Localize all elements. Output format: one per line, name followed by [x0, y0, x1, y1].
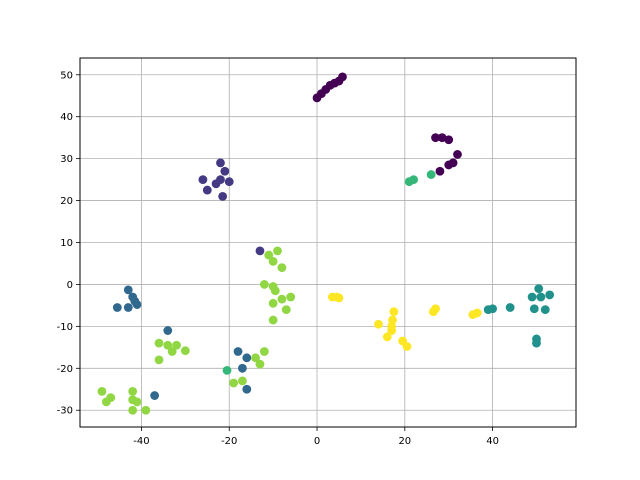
- data-point: [255, 246, 265, 256]
- data-point: [154, 338, 164, 348]
- data-point: [106, 393, 116, 403]
- data-point: [431, 304, 440, 314]
- data-point: [238, 376, 247, 386]
- data-point: [218, 191, 228, 201]
- data-point: [163, 326, 173, 335]
- data-point: [132, 300, 142, 309]
- data-point: [273, 246, 282, 256]
- y-tick-label: -20: [57, 364, 73, 375]
- data-point: [277, 294, 287, 304]
- data-point: [488, 304, 498, 314]
- data-point: [167, 347, 177, 356]
- data-point: [409, 175, 418, 185]
- data-point: [534, 284, 544, 294]
- data-point: [338, 72, 347, 82]
- data-point: [536, 292, 546, 302]
- data-point: [540, 305, 550, 314]
- data-point: [388, 315, 397, 325]
- data-point: [132, 397, 142, 407]
- y-tick-label: 30: [60, 154, 73, 165]
- axis-ticks: -40 -20 0 20 40 -30 -20 -10 0 10 20 30 40 50: [57, 70, 499, 447]
- data-point: [229, 378, 239, 388]
- data-point: [268, 256, 278, 266]
- data-point: [374, 319, 383, 329]
- data-point: [281, 305, 291, 314]
- data-point: [163, 340, 173, 350]
- data-point: [238, 363, 247, 373]
- data-point: [202, 185, 212, 195]
- plot-frame: [79, 57, 577, 428]
- data-point: [389, 307, 399, 317]
- data-point: [123, 285, 133, 295]
- data-point: [505, 303, 515, 312]
- data-points: [97, 72, 555, 415]
- data-point: [198, 175, 208, 185]
- x-tick-label: 40: [486, 436, 499, 447]
- data-point: [222, 365, 232, 375]
- y-tick-label: 0: [67, 280, 73, 291]
- data-point: [259, 280, 269, 289]
- y-tick-label: 40: [60, 112, 73, 123]
- data-point: [242, 384, 252, 394]
- data-point: [123, 303, 133, 312]
- data-point: [112, 303, 122, 312]
- y-tick-label: -10: [57, 322, 73, 333]
- y-tick-label: 10: [60, 238, 73, 249]
- data-point: [233, 347, 243, 356]
- data-point: [264, 250, 274, 260]
- data-point: [224, 177, 234, 187]
- grid-lines: [80, 58, 576, 427]
- data-point: [251, 353, 260, 363]
- data-point: [444, 160, 454, 170]
- data-point: [532, 338, 541, 348]
- data-point: [527, 292, 537, 302]
- data-point: [220, 166, 230, 176]
- data-point: [444, 135, 454, 145]
- data-point: [242, 353, 252, 363]
- y-tick-label: 50: [60, 70, 73, 81]
- data-point: [216, 158, 225, 168]
- y-tick-label: -30: [57, 406, 73, 417]
- data-point: [472, 308, 482, 318]
- data-point: [270, 286, 280, 296]
- x-tick-label: -40: [133, 436, 149, 447]
- data-point: [141, 405, 151, 415]
- data-point: [128, 405, 138, 415]
- data-point: [426, 170, 436, 179]
- data-point: [277, 263, 287, 273]
- data-point: [259, 347, 269, 356]
- data-point: [453, 150, 462, 159]
- data-point: [402, 342, 412, 351]
- x-tick-label: 0: [314, 436, 320, 447]
- data-point: [387, 326, 397, 335]
- data-point: [382, 332, 392, 342]
- x-tick-label: -20: [221, 436, 237, 447]
- data-point: [268, 298, 278, 308]
- data-point: [334, 293, 344, 303]
- data-point: [435, 166, 445, 176]
- data-point: [150, 391, 160, 400]
- data-point: [172, 340, 181, 350]
- x-tick-label: 20: [398, 436, 411, 447]
- data-point: [154, 355, 164, 365]
- data-point: [286, 292, 296, 302]
- data-point: [128, 386, 138, 396]
- y-tick-label: 20: [60, 196, 73, 207]
- data-point: [268, 315, 278, 325]
- data-point: [216, 175, 225, 185]
- data-point: [97, 386, 107, 396]
- data-point: [255, 359, 265, 369]
- data-point: [180, 346, 190, 356]
- data-point: [431, 133, 440, 143]
- data-point: [545, 290, 555, 300]
- data-point: [529, 304, 539, 314]
